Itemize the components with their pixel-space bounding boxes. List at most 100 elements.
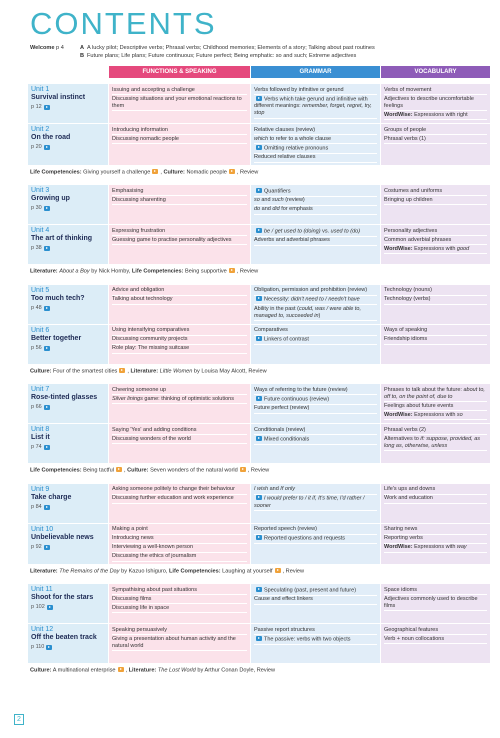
text: The passive: verbs with two objects bbox=[264, 636, 351, 642]
list-item: Omitting relative pronouns bbox=[254, 144, 377, 154]
video-icon bbox=[46, 645, 53, 650]
list-item: Introducing news bbox=[112, 535, 247, 544]
column-header: FUNCTIONS & SPEAKING bbox=[109, 66, 250, 78]
unit-block: Unit 1 Survival instinct p 12 Issuing and a… bbox=[28, 84, 490, 179]
text: Guessing game to practise personality ad… bbox=[112, 236, 232, 243]
list-item: Reported speech (review) bbox=[254, 526, 377, 535]
unit-page: p 74 bbox=[31, 444, 105, 451]
video-icon bbox=[256, 336, 262, 341]
unit-cell: Unit 9 Take charge p 84 bbox=[28, 483, 108, 523]
grammar-cell: Conditionals (review) Mixed conditionals bbox=[251, 424, 380, 463]
list-item: Work and education bbox=[384, 495, 487, 504]
italic-text: could, was / were able to, managed to, s… bbox=[254, 305, 361, 319]
grammar-cell: Speculating (past, present and future) Ca… bbox=[251, 584, 380, 623]
text: Necessity: bbox=[264, 296, 291, 303]
text: Sympathising about past situations bbox=[112, 586, 197, 593]
unit-row: Unit 8 List it p 74 Saying 'Yes' and adding… bbox=[28, 424, 490, 464]
text: Discussing nomadic people bbox=[112, 135, 179, 142]
italic-text: remember, forget, regret, try, stop bbox=[254, 103, 372, 116]
text: Phrasal verbs (1) bbox=[384, 135, 426, 142]
block-footer: Culture: A multinational enterprise, Lit… bbox=[28, 664, 490, 678]
text: Technology (nouns) bbox=[384, 287, 433, 293]
list-item: Costumes and uniforms bbox=[384, 187, 487, 196]
text: Expressions with bbox=[412, 544, 457, 550]
list-item: Emphasising bbox=[112, 187, 247, 196]
unit-block: Unit 3 Growing up p 30 Emphasising Discussin… bbox=[28, 185, 490, 279]
unit-page: p 92 bbox=[31, 544, 105, 551]
text: Saying 'Yes' and adding conditions bbox=[112, 426, 197, 433]
text: Feelings about future events bbox=[384, 402, 454, 409]
list-item: Speculating (past, present and future) bbox=[254, 586, 377, 596]
unit-title: Shoot for the stars bbox=[31, 594, 94, 601]
text: ) bbox=[318, 312, 321, 319]
welcome-label: Welcome p 4 bbox=[30, 44, 80, 52]
block-footer: Literature: About a Boy by Nick Hornby, … bbox=[28, 265, 490, 279]
unit-row: Unit 11 Shoot for the stars p 102 Sympathis… bbox=[28, 584, 490, 624]
bold-text: WordWise: bbox=[384, 245, 413, 252]
unit-number: Unit 11 bbox=[31, 586, 53, 593]
video-icon bbox=[43, 206, 50, 211]
text: Verbs followed by infinitive or gerund bbox=[254, 86, 344, 93]
italic-text: Little Women bbox=[159, 368, 193, 374]
text: and bbox=[268, 486, 281, 492]
list-item: I wish and If only bbox=[254, 486, 377, 495]
bold-text: Life Competencies: bbox=[30, 169, 82, 175]
list-item: Common adverbial phrases bbox=[384, 236, 487, 245]
text: Technology (verbs) bbox=[384, 296, 431, 302]
list-item: Quantifiers bbox=[254, 187, 377, 197]
list-item: do and did for emphasis bbox=[254, 206, 377, 215]
italic-text: didn't need to / needn't have bbox=[290, 296, 360, 303]
italic-text: If only bbox=[280, 486, 295, 492]
page-number: 2 bbox=[14, 714, 24, 725]
list-item: Future continuous (review) bbox=[254, 395, 377, 405]
block-footer: Life Competencies: Giving yourself a cha… bbox=[28, 166, 490, 180]
welcome-text: A lucky pilot; Descriptive verbs; Phrasa… bbox=[87, 45, 375, 51]
unit-title: Survival instinct bbox=[31, 94, 86, 101]
text: by Arthur Conan Doyle, Review bbox=[195, 667, 276, 674]
list-item: Sharing news bbox=[384, 526, 487, 535]
table-header: FUNCTIONS & SPEAKING GRAMMAR VOCABULARY bbox=[28, 66, 490, 78]
vocabulary-cell: Geographical features Verb + noun colloca… bbox=[381, 624, 490, 663]
video-icon bbox=[256, 435, 262, 441]
list-item: Discussing films bbox=[112, 595, 247, 604]
text: Asking someone politely to change their … bbox=[112, 486, 235, 492]
italic-text: about to, off to, on the point of, due t… bbox=[384, 386, 485, 400]
list-item: Phrasal verbs (2) bbox=[384, 426, 487, 435]
list-item: I would prefer to / it if, It's time, I'… bbox=[254, 495, 377, 511]
bold-text: Culture: bbox=[163, 169, 185, 175]
grammar-cell: Verbs followed by infinitive or gerund Ve… bbox=[251, 84, 380, 123]
unit-page: p 20 bbox=[31, 144, 105, 151]
text: Four of the smartest cities bbox=[51, 368, 118, 374]
text: Expressions with right bbox=[412, 111, 468, 118]
list-item: Technology (nouns) bbox=[384, 287, 487, 296]
text: Ways of referring to the future (review) bbox=[254, 386, 348, 393]
list-item: Discussing further education and work ex… bbox=[112, 495, 247, 504]
video-icon bbox=[43, 405, 50, 410]
text: Expressing frustration bbox=[112, 227, 166, 234]
unit-title: Growing up bbox=[31, 195, 70, 202]
list-item: Future perfect (review) bbox=[254, 405, 377, 414]
vocabulary-cell: Groups of people Phrasal verbs (1) bbox=[381, 124, 490, 165]
bold-text: Culture: bbox=[127, 467, 149, 474]
bold-text: Literature: bbox=[30, 268, 58, 275]
video-icon bbox=[43, 145, 50, 150]
vocabulary-cell: Technology (nouns) Technology (verbs) bbox=[381, 284, 490, 324]
video-icon bbox=[43, 305, 50, 311]
video-icon bbox=[43, 445, 50, 450]
list-item: Passive report structures bbox=[254, 626, 377, 635]
list-item: Silver linings game: thinking of optimis… bbox=[112, 395, 247, 404]
column-header: VOCABULARY bbox=[381, 66, 490, 78]
list-item: Verbs which take gerund and infinitive w… bbox=[254, 95, 377, 119]
text: , bbox=[123, 467, 128, 474]
list-item: Ways of speaking bbox=[384, 327, 487, 336]
list-item: Introducing information bbox=[112, 126, 247, 135]
text: Discussing community projects bbox=[112, 336, 188, 342]
functions-cell: Sympathising about past situations Discus… bbox=[109, 584, 250, 623]
list-item: Using intensifying comparatives bbox=[112, 327, 247, 336]
text: and bbox=[259, 197, 273, 203]
block-footer: Culture: Four of the smartest cities, Li… bbox=[28, 365, 490, 379]
list-item: Making a point bbox=[112, 526, 247, 535]
grammar-cell: I wish and If only I would prefer to / it… bbox=[251, 483, 380, 523]
